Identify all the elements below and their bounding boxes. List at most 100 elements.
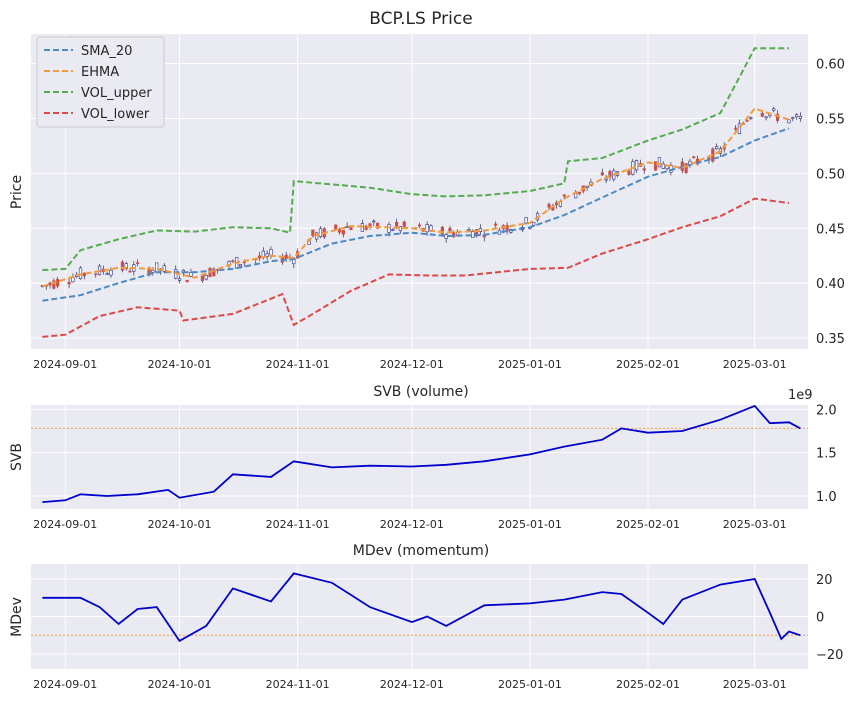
price-ylabel: Price — [9, 175, 25, 209]
candle-body — [341, 229, 345, 235]
candle-body — [604, 178, 608, 181]
y-tick-label: 1.0 — [816, 490, 837, 505]
candle-body — [448, 227, 452, 232]
candle-body — [67, 281, 71, 285]
candle-body — [452, 232, 456, 238]
candle-body — [444, 234, 448, 239]
candle-body — [292, 259, 296, 265]
price-lines — [42, 47, 790, 338]
candle-body — [600, 172, 604, 176]
y-tick-label: 2.0 — [816, 403, 837, 418]
candle-body — [532, 222, 536, 226]
candle-body — [734, 127, 738, 130]
candle-body — [787, 119, 791, 124]
legend-label: VOL_lower — [81, 107, 150, 122]
x-tick-label: 2024-12-01 — [380, 518, 444, 531]
y-tick-label: 0.50 — [816, 167, 845, 182]
candle-body — [395, 221, 399, 227]
candle-body — [577, 191, 582, 194]
candle-body — [798, 115, 802, 119]
candle-body — [269, 248, 273, 256]
svb-ylabel: SVB — [9, 443, 25, 471]
candle-body — [155, 262, 159, 273]
candle-body — [657, 157, 662, 168]
candle-body — [775, 113, 780, 121]
candle-body — [714, 146, 719, 150]
y-tick-label: 0.40 — [816, 277, 845, 292]
candle-body — [467, 228, 471, 231]
candle-body — [71, 277, 75, 283]
candle-body — [52, 280, 56, 289]
mdev-title: MDev (momentum) — [353, 543, 489, 559]
candle-body — [185, 279, 189, 283]
candle-body — [398, 226, 403, 232]
x-tick-label: 2024-12-01 — [380, 678, 444, 691]
candle-body — [345, 226, 349, 228]
mdev-ylabel: MDev — [9, 597, 25, 637]
candle-body — [109, 269, 113, 276]
price-x-ticks: 2024-09-01 2024-10-01 2024-11-01 2024-12-01… — [33, 358, 786, 371]
svb-x-ticks: 2024-09-01 2024-10-01 2024-11-01 2024-12-01… — [33, 518, 786, 531]
svb-offset-label: 1e9 — [788, 388, 813, 403]
y-tick-label: 0.45 — [816, 222, 845, 237]
x-tick-label: 2025-02-01 — [616, 358, 680, 371]
series-line — [42, 404, 801, 503]
candle-body — [547, 203, 551, 208]
candle-body — [402, 221, 406, 227]
candle-body — [94, 273, 98, 275]
x-tick-label: 2025-02-01 — [616, 518, 680, 531]
candle-body — [128, 270, 132, 273]
y-tick-label: 0.35 — [816, 332, 845, 347]
candle-body — [136, 262, 140, 265]
candle-body — [212, 268, 216, 277]
y-tick-label: 20 — [816, 573, 833, 588]
candle-body — [231, 260, 235, 262]
candle-body — [151, 269, 155, 273]
x-tick-label: 2024-11-01 — [266, 518, 330, 531]
candle-body — [635, 160, 639, 171]
candle-body — [764, 116, 768, 119]
mdev-x-ticks: 2024-09-01 2024-10-01 2024-11-01 2024-12-01… — [33, 678, 786, 691]
x-tick-label: 2024-09-01 — [33, 518, 97, 531]
candle-body — [749, 117, 753, 120]
x-tick-label: 2025-01-01 — [498, 678, 562, 691]
candle-body — [349, 227, 353, 231]
candle-body — [654, 161, 658, 171]
series-line-ehma — [42, 107, 790, 288]
candle-body — [562, 194, 566, 197]
candle-body — [105, 273, 109, 275]
candle-body — [337, 228, 342, 233]
y-tick-label: 0.60 — [816, 58, 845, 73]
mdev-lines — [31, 572, 808, 643]
x-tick-label: 2025-01-01 — [498, 358, 562, 371]
legend: SMA_20 EHMA VOL_upper VOL_lower — [36, 36, 165, 128]
y-tick-label: 1.5 — [816, 447, 837, 462]
candle-body — [737, 123, 742, 134]
candle-body — [82, 272, 86, 277]
candle-body — [364, 225, 368, 230]
x-tick-label: 2024-11-01 — [266, 678, 330, 691]
mdev-grid — [31, 564, 808, 669]
candle-body — [440, 226, 444, 235]
candle-body — [425, 224, 429, 233]
mdev-panel: MDev (momentum) 2024-09-01 2024-10-01 2024… — [9, 543, 843, 691]
legend-label: EHMA — [81, 65, 119, 80]
x-tick-label: 2025-03-01 — [723, 518, 787, 531]
candle-body — [238, 264, 243, 267]
legend-label: SMA_20 — [81, 44, 132, 59]
candle-body — [162, 265, 166, 272]
candle-body — [791, 117, 795, 119]
x-tick-label: 2025-03-01 — [723, 358, 787, 371]
candle-body — [120, 261, 125, 271]
price-panel: BCP.LS Price 2024-09-01 2024-10-01 2024-11… — [9, 9, 845, 371]
legend-label: VOL_upper — [81, 86, 152, 101]
candle-body — [318, 228, 323, 237]
price-title: BCP.LS Price — [369, 9, 472, 29]
candle-body — [684, 163, 688, 173]
svb-y-ticks: 1.0 1.5 2.0 — [816, 403, 837, 505]
candle-body — [177, 278, 182, 281]
candle-body — [311, 229, 315, 237]
candle-body — [475, 229, 479, 237]
candle-body — [794, 114, 799, 118]
